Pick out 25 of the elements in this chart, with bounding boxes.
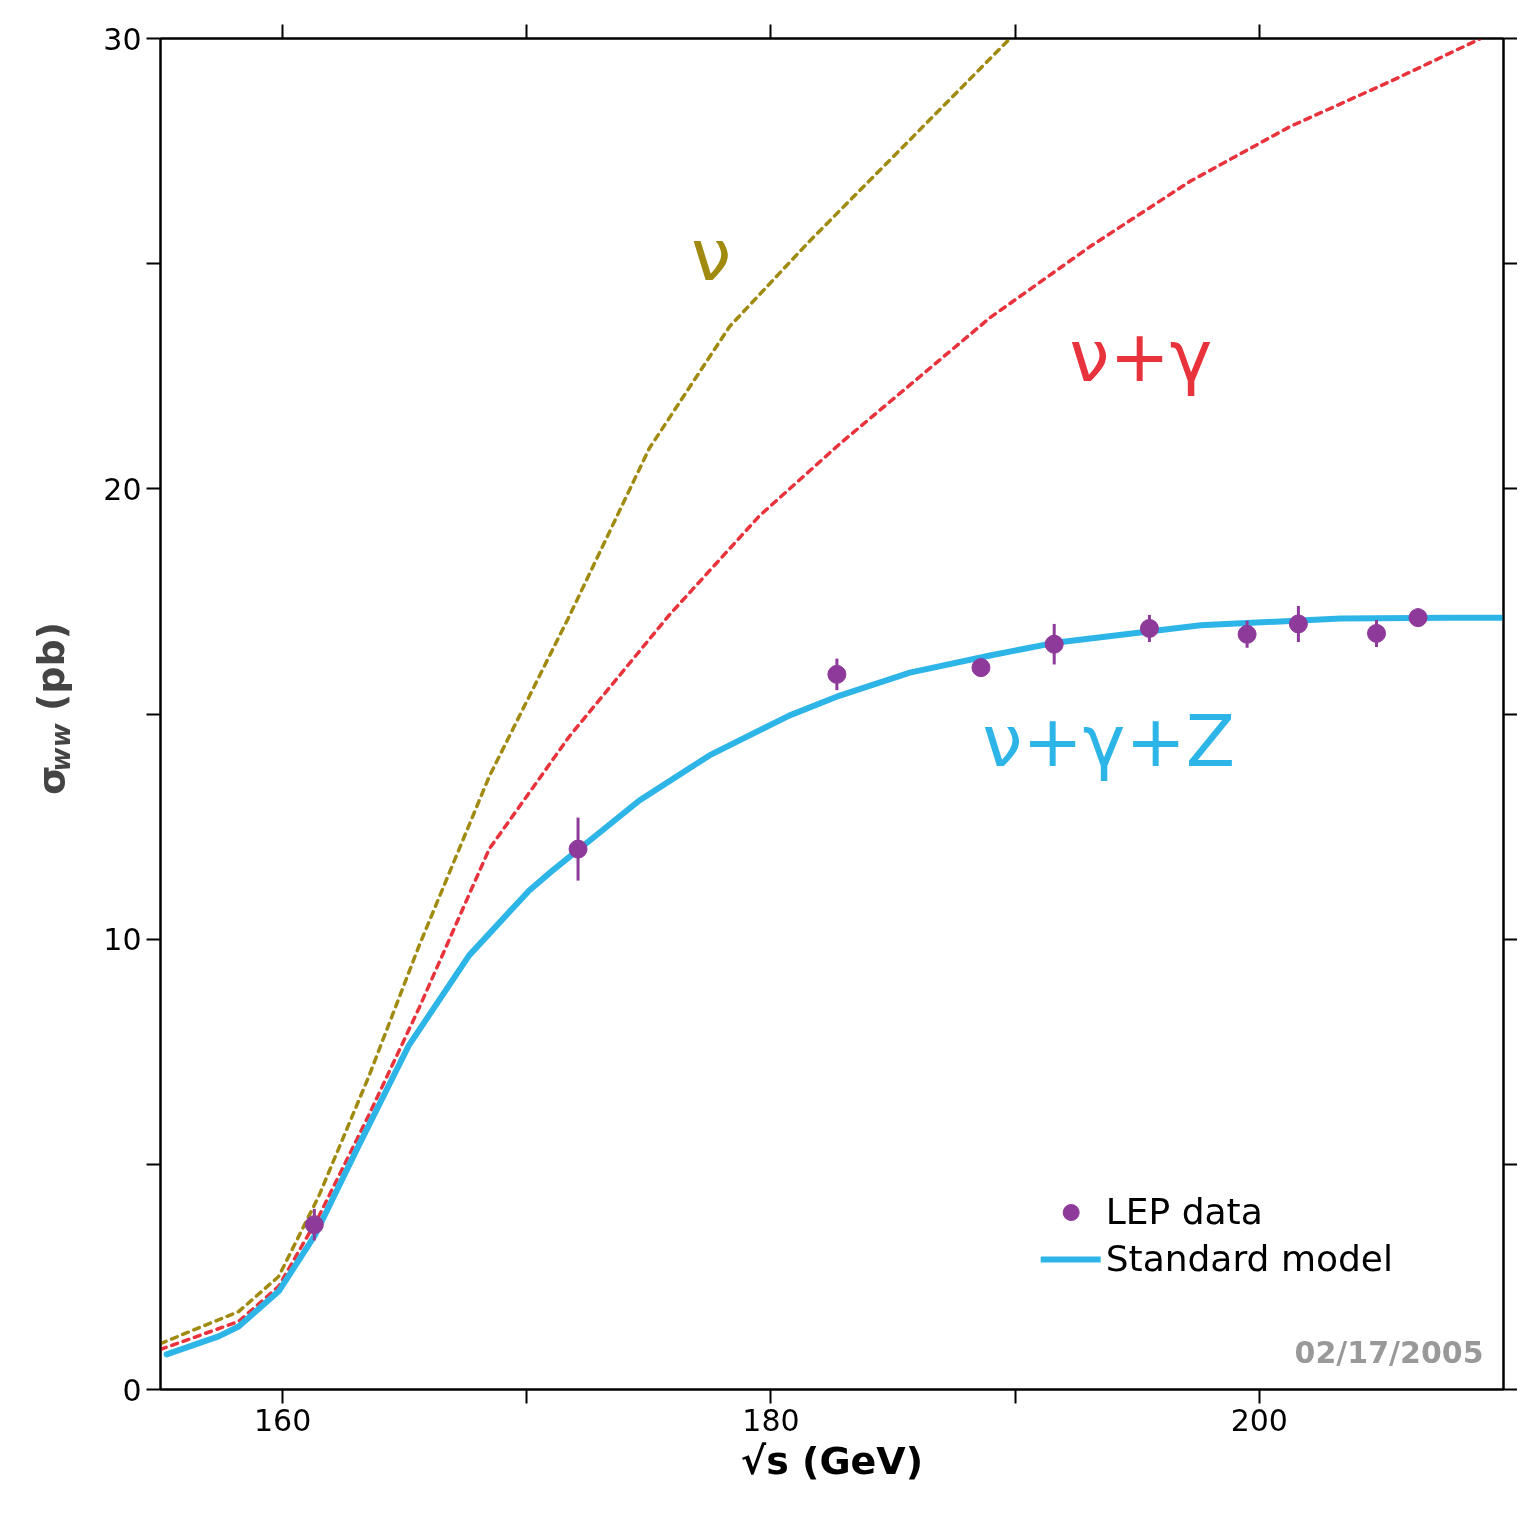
y-axis-title: σww (pb) [28, 621, 76, 795]
y-tick-label: 30 [103, 21, 142, 57]
x-tick-label: 200 [1230, 1402, 1288, 1438]
point [304, 1215, 324, 1235]
y-tick-label: 0 [122, 1372, 142, 1408]
point [1139, 618, 1159, 638]
point [1044, 634, 1064, 654]
annotation: ν+γ+Z [982, 699, 1236, 784]
y-tick-label: 20 [103, 471, 142, 507]
y-tick-label: 10 [103, 922, 142, 958]
x-tick-label: 180 [742, 1402, 800, 1438]
point [1367, 623, 1387, 643]
point [1408, 608, 1428, 628]
annotation: 02/17/2005 [1294, 1334, 1484, 1370]
annotation: ν+γ [1069, 313, 1213, 398]
point [827, 664, 847, 684]
annotation: ν [691, 212, 732, 297]
point [1288, 614, 1308, 634]
legend-label: LEP data [1105, 1191, 1263, 1232]
legend-label: Standard model [1105, 1238, 1393, 1279]
point [1237, 624, 1257, 644]
point [971, 658, 991, 678]
point [568, 839, 588, 859]
x-axis-title: √s (GeV) [740, 1438, 924, 1483]
x-tick-label: 160 [253, 1402, 312, 1438]
